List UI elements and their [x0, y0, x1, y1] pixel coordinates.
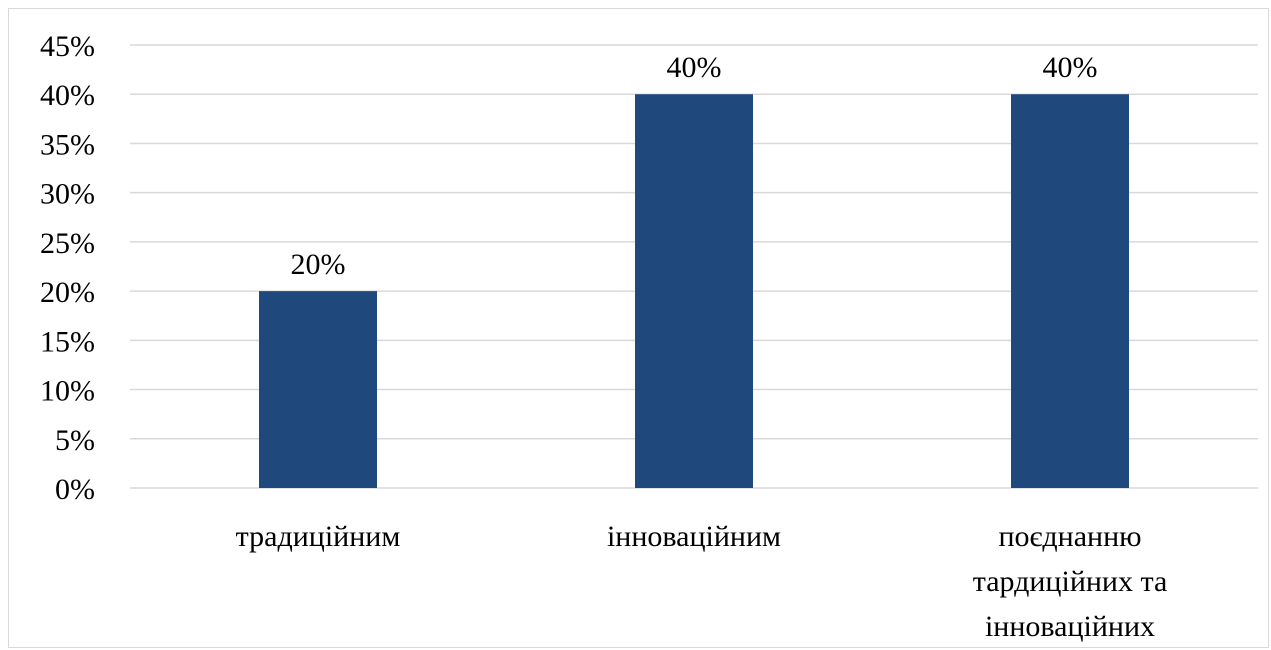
x-tick-label: поєднанню [998, 520, 1141, 553]
y-tick-label: 5% [55, 424, 95, 457]
x-tick-label: традиційним [236, 520, 401, 553]
bar [635, 94, 753, 488]
x-tick-label: інноваційних [985, 610, 1155, 643]
y-tick-label: 25% [40, 227, 95, 260]
data-label: 40% [667, 51, 722, 84]
y-tick-label: 10% [40, 375, 95, 408]
y-tick-label: 35% [40, 128, 95, 161]
y-tick-label: 0% [55, 473, 95, 506]
bar [1011, 94, 1129, 488]
x-tick-label: інноваційним [607, 520, 781, 553]
x-tick-label: тардиційних та [973, 565, 1168, 598]
y-tick-label: 40% [40, 79, 95, 112]
data-label: 40% [1043, 51, 1098, 84]
y-tick-label: 45% [40, 30, 95, 63]
bar [259, 291, 377, 488]
data-label: 20% [291, 248, 346, 281]
y-tick-label: 20% [40, 276, 95, 309]
y-tick-label: 30% [40, 178, 95, 211]
y-tick-label: 15% [40, 325, 95, 358]
